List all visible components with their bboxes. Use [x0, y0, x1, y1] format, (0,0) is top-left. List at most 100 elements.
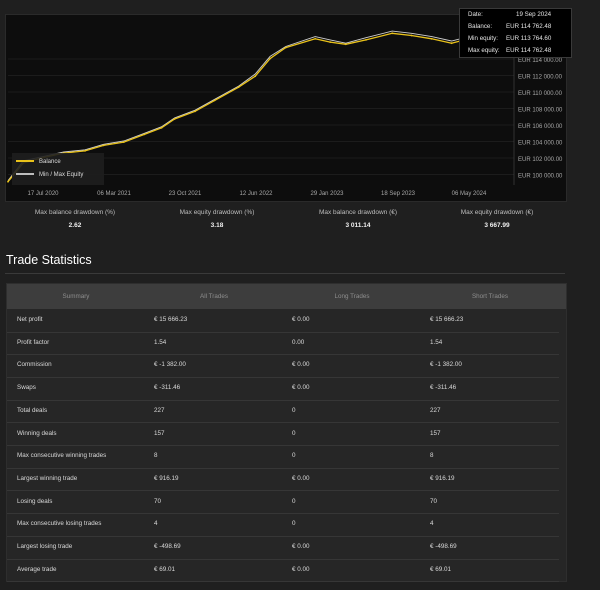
balance-point [173, 118, 176, 120]
legend-swatch-equity [16, 173, 34, 176]
cell-all-trades: 70 [154, 497, 162, 505]
cell-short-trades: € -1 382.00 [430, 361, 462, 369]
table-header: Summary All Trades Long Trades Short Tra… [7, 284, 566, 309]
column-header-all-trades[interactable]: All Trades [200, 293, 228, 300]
cell-long-trades: 0 [292, 452, 296, 460]
cell-summary: Largest winning trade [17, 474, 78, 482]
balance-point [284, 46, 287, 49]
cell-all-trades: 227 [154, 406, 165, 414]
balance-point [430, 37, 433, 40]
tooltip-date-value: 19 Sep 2024 [516, 11, 552, 18]
table-row-losing-deals: Losing deals 70 0 70 [7, 491, 559, 515]
balance-point [329, 41, 332, 43]
y-tick-label: EUR 104 000.00 [518, 141, 563, 147]
cell-summary: Largest losing trade [17, 543, 73, 550]
drawdown-value: 3.18 [210, 222, 224, 229]
chart-legend: Balance Min / Max Equity [12, 153, 104, 185]
cell-long-trades: € 0.00 [292, 316, 310, 323]
cell-long-trades: 0 [292, 429, 296, 437]
balance-point [143, 133, 146, 136]
equity-chart[interactable]: EUR 114 000.00 EUR 112 000.00 EUR 110 000.… [5, 8, 572, 202]
table-row-commission: Commission € -1 382.00 € 0.00 € -1 382.00 [7, 354, 559, 378]
legend-swatch-balance [16, 160, 34, 163]
cell-summary: Losing deals [17, 497, 53, 505]
cell-short-trades: € 69.01 [430, 565, 452, 573]
trade-statistics-table: Summary All Trades Long Trades Short Tra… [6, 283, 567, 583]
section-divider [5, 273, 565, 274]
table-row-max-consecutive-losing-trades: Max consecutive losing trades 4 0 4 [7, 513, 559, 537]
max-equity-drawdown-eur: Max equity drawdown (€) 3 667.99 [427, 209, 567, 229]
balance-point [102, 144, 105, 147]
tooltip-min-label: Min equity: [468, 35, 498, 42]
cell-short-trades: 157 [430, 429, 441, 437]
balance-point [314, 37, 317, 40]
drawdown-value: 3 011.14 [345, 222, 371, 229]
cell-long-trades: € 0.00 [292, 543, 310, 550]
cell-all-trades: € 69.01 [154, 565, 176, 573]
legend-item-balance[interactable]: Balance [16, 157, 61, 167]
drawdown-value: 2.62 [68, 222, 82, 229]
cell-short-trades: € -311.46 [430, 384, 457, 392]
drawdown-label: Max balance drawdown (€) [318, 209, 398, 216]
y-tick-label: EUR 102 000.00 [518, 157, 563, 163]
x-tick-label: 17 Jul 2020 [27, 191, 59, 197]
balance-point [160, 126, 163, 129]
cell-all-trades: 8 [154, 452, 158, 460]
y-tick-label: EUR 108 000.00 [518, 108, 563, 114]
table-row-largest-losing-trade: Largest losing trade € -498.69 € 0.00 € -49… [7, 536, 559, 560]
table-row-profit-factor: Profit factor 1.54 0.00 1.54 [7, 332, 559, 356]
balance-point [122, 141, 125, 143]
tooltip-date-label: Date: [468, 11, 483, 18]
balance-point [7, 180, 9, 183]
balance-point [213, 99, 216, 102]
column-header-summary[interactable]: Summary [62, 293, 90, 300]
chart-tooltip: Date: 19 Sep 2024 Balance: EUR 114 762.48 … [459, 8, 572, 58]
tooltip-balance-label: Balance: [468, 23, 493, 30]
y-tick-label: EUR 114 000.00 [518, 58, 563, 64]
table-row-total-deals: Total deals 227 0 227 [7, 400, 559, 424]
cell-summary: Average trade [17, 565, 57, 573]
column-header-long-trades[interactable]: Long Trades [334, 293, 370, 300]
table-row-net-profit: Net profit € 15 666.23 € 0.00 € 15 666.23 [7, 309, 559, 333]
balance-point [237, 86, 240, 89]
cell-short-trades: € -498.69 [430, 543, 457, 550]
y-tick-label: EUR 100 000.00 [518, 174, 563, 180]
cell-long-trades: € 0.00 [292, 474, 310, 482]
table-row-swaps: Swaps € -311.46 € 0.00 € -311.46 [7, 377, 559, 401]
tooltip-max-label: Max equity: [468, 47, 500, 54]
cell-summary: Max consecutive winning trades [17, 452, 107, 460]
x-tick-label: 29 Jan 2023 [310, 191, 344, 197]
cell-long-trades: 0.00 [292, 338, 305, 346]
cell-short-trades: 8 [430, 452, 434, 460]
cell-short-trades: 1.54 [430, 338, 443, 346]
table-row-max-consecutive-winning-trades: Max consecutive winning trades 8 0 8 [7, 445, 559, 469]
cell-summary: Total deals [17, 406, 48, 414]
cell-long-trades: 0 [292, 497, 296, 505]
cell-all-trades: € 916.19 [154, 474, 179, 482]
cell-summary: Profit factor [17, 338, 50, 346]
balance-point [194, 110, 197, 113]
table-row-winning-deals: Winning deals 157 0 157 [7, 423, 559, 447]
legend-label-balance: Balance [39, 159, 61, 165]
cell-short-trades: 227 [430, 406, 441, 414]
drawdown-summary: Max balance drawdown (%) 2.62 Max equity… [5, 209, 565, 239]
balance-point [84, 150, 86, 152]
cell-all-trades: 4 [154, 520, 158, 528]
x-tick-label: 23 Oct 2021 [169, 191, 202, 197]
cell-all-trades: 157 [154, 429, 165, 437]
x-tick-label: 06 Mar 2021 [97, 191, 131, 197]
drawdown-label: Max equity drawdown (€) [460, 209, 534, 216]
cell-long-trades: 0 [292, 520, 296, 528]
cell-long-trades: 0 [292, 406, 296, 414]
cell-all-trades: € -1 382.00 [154, 361, 186, 369]
cell-short-trades: € 15 666.23 [430, 316, 464, 323]
balance-point [254, 75, 257, 78]
x-tick-label: 18 Sep 2023 [381, 191, 416, 197]
legend-item-equity[interactable]: Min / Max Equity [16, 170, 83, 180]
column-header-short-trades[interactable]: Short Trades [471, 293, 509, 300]
cell-all-trades: € 15 666.23 [154, 316, 188, 323]
cell-long-trades: € 0.00 [292, 384, 310, 392]
table-row-largest-winning-trade: Largest winning trade € 916.19 € 0.00 € 916… [7, 468, 559, 492]
cell-summary: Max consecutive losing trades [17, 520, 102, 528]
cell-short-trades: 4 [430, 520, 434, 528]
